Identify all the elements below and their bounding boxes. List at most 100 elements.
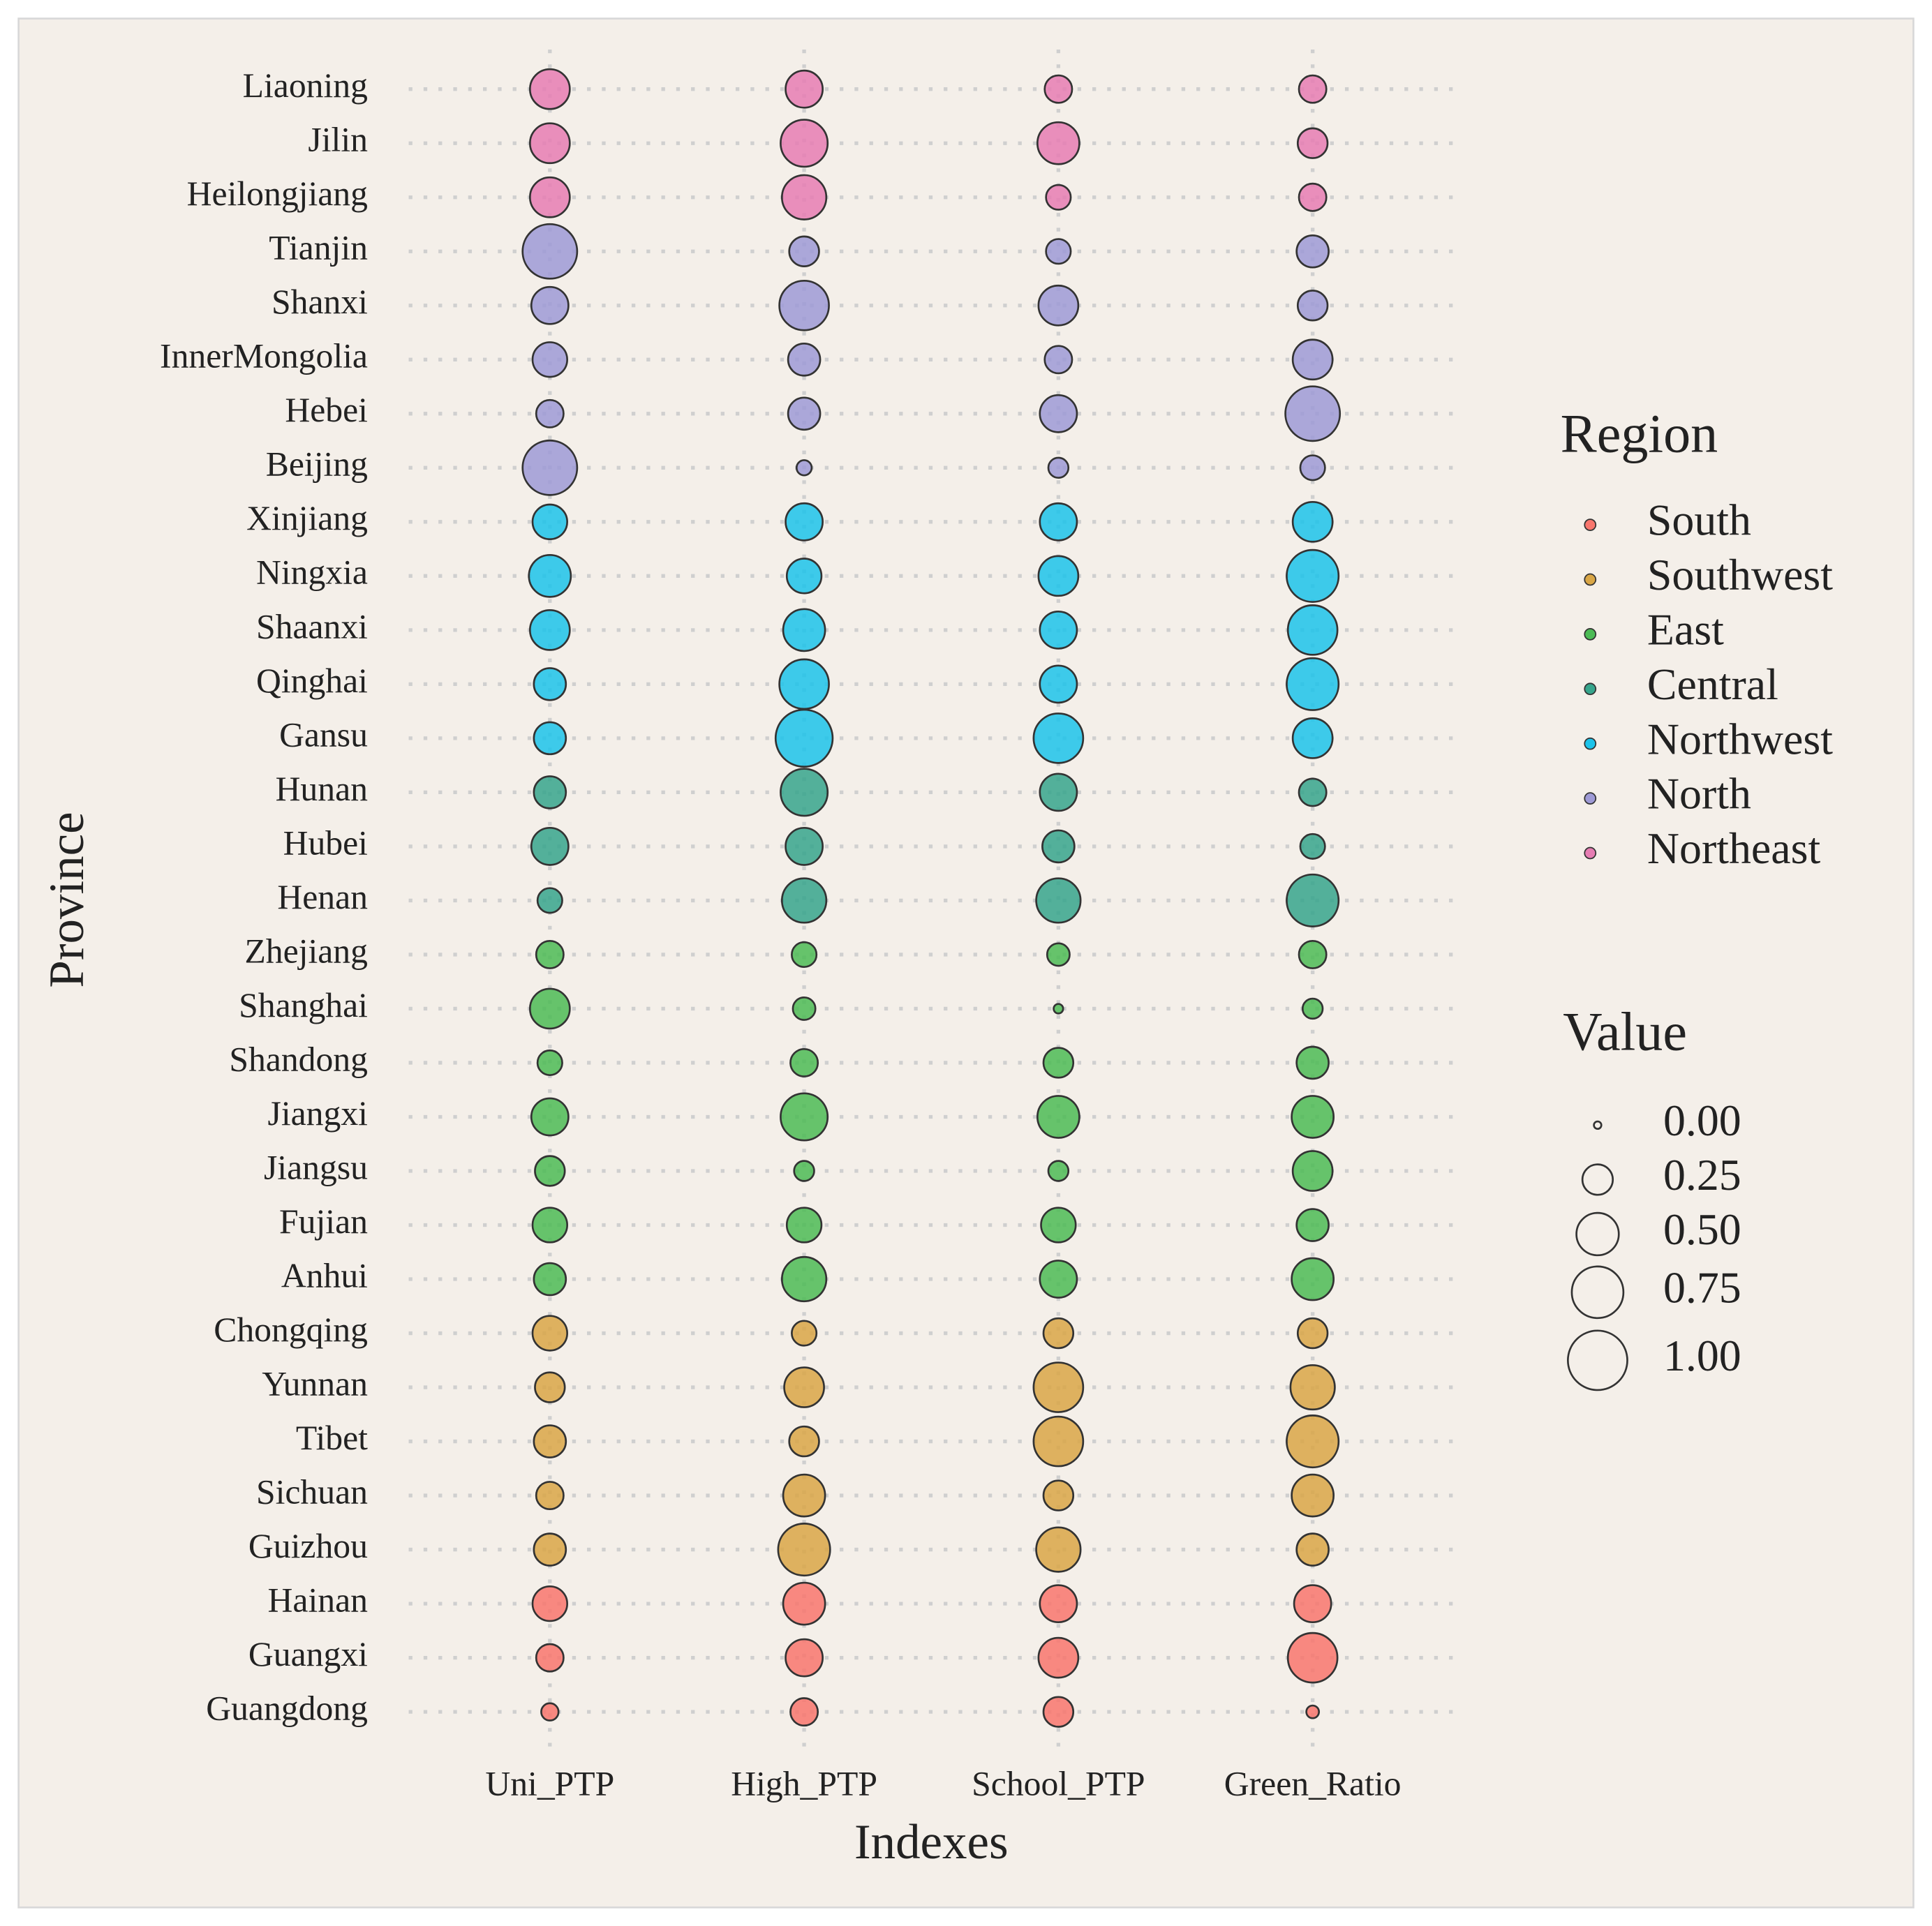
bubble [1295,1208,1330,1242]
bubble [534,1371,566,1403]
bubble [788,1425,820,1458]
bubble [1036,1095,1080,1139]
bubble [531,503,568,540]
legend-swatch [1584,518,1597,531]
bubble [528,553,572,598]
bubble [787,342,822,377]
y-tick-label: InnerMongolia [160,337,368,375]
bubble [789,1048,819,1077]
legend-label: Northeast [1647,823,1821,873]
bubble [782,608,826,652]
bubble [1039,1584,1078,1624]
bubble [1032,1415,1085,1468]
legend-swatch [1584,737,1597,750]
bubble [785,1638,824,1678]
bubble [531,1207,568,1244]
bubble [1042,1317,1075,1350]
bubble [533,667,567,701]
bubble [1299,833,1326,860]
bubble [1032,1361,1085,1413]
bubble [1301,997,1324,1020]
bubble [536,1049,563,1077]
bubble [791,1320,818,1347]
bubble [792,996,817,1021]
bubble [530,1097,570,1137]
legend-swatch [1584,846,1597,860]
bubble [521,223,579,280]
bubble [1291,1095,1335,1139]
bubble [528,68,571,110]
x-tick-label: Green_Ratio [1224,1765,1402,1803]
y-tick-label: Guangxi [248,1635,368,1673]
bubble [778,279,830,331]
y-tick-label: Shandong [229,1040,368,1078]
bubble [1042,1696,1075,1728]
size-legend-circle [1570,1265,1625,1320]
bubble [1043,74,1073,104]
marks [521,68,1342,1728]
bubble [787,396,822,431]
y-tick-label: Yunnan [262,1364,368,1403]
bubble [521,439,579,496]
legend-swatch [1584,792,1597,805]
legend-label: East [1647,605,1724,655]
bubble [793,1160,815,1182]
bubble [785,827,824,866]
bubble [1291,717,1334,759]
bubble [1295,1532,1330,1567]
bubble [1037,1636,1080,1679]
bubble [1289,1364,1336,1411]
bubble [530,827,570,866]
legend-label: North [1647,769,1751,819]
y-tick-label: Xinjiang [246,499,368,537]
bubble [1035,877,1082,924]
bubble [534,1155,566,1187]
bubble [1293,1584,1332,1624]
y-tick-label: Shanxi [272,283,368,321]
bubble [1295,1045,1330,1080]
bubble [1047,456,1070,479]
y-tick-label: Sichuan [256,1472,368,1511]
bubble [1284,385,1342,442]
bubble [1035,1526,1082,1573]
legend-swatch [1584,628,1597,641]
bubble [1296,290,1329,322]
y-tick-label: Hunan [276,770,369,808]
y-tick-label: Zhejiang [244,932,368,970]
bubble [1039,394,1078,433]
bubble [1046,942,1071,967]
legend-label: Southwest [1647,550,1833,599]
bubble [795,459,813,477]
bubble [1039,502,1078,542]
size-legend-title: Value [1563,1001,1687,1061]
bubble [1291,1150,1334,1192]
y-tick-label: Guangdong [206,1689,368,1728]
y-tick-label: Qinghai [256,662,368,700]
panel [17,17,1915,1909]
bubble [788,235,820,267]
bubble [1286,657,1340,711]
y-tick-label: Tibet [296,1419,368,1457]
size-legend-circle [1581,1163,1614,1196]
bubble [1039,610,1078,650]
bubble [530,285,570,325]
bubble [1041,829,1076,864]
bubble [1040,1207,1077,1244]
bubble [1053,1003,1064,1015]
bubble [789,1697,819,1727]
bubble [1286,604,1339,656]
bubble [1291,338,1334,381]
bubble [1039,772,1078,812]
bubble [533,1532,567,1567]
x-axis-title: Indexes [854,1815,1009,1869]
bubble [1305,1704,1321,1719]
bubble [774,708,834,768]
y-tick-label: Shanghai [239,986,368,1024]
x-tick-label: Uni_PTP [485,1765,614,1803]
bubble [528,609,571,651]
y-tick-label: Hebei [285,391,368,429]
bubble [780,877,828,924]
bubble [1286,873,1340,927]
bubble [1039,664,1078,704]
